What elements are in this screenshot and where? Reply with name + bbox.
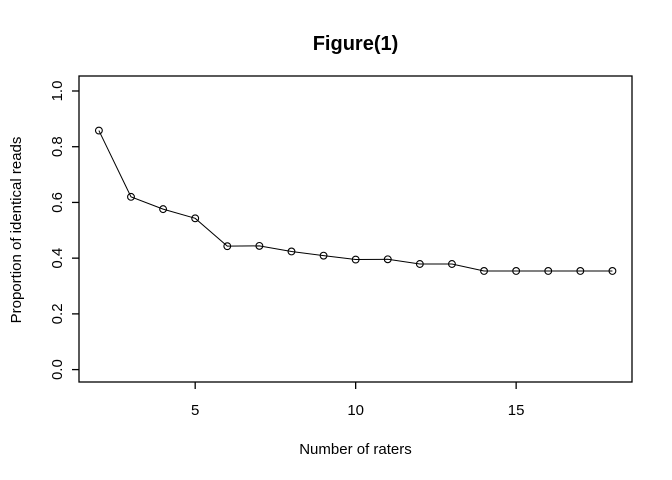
y-axis-tick-label: 0.8 — [49, 136, 66, 157]
data-point-marker — [255, 241, 264, 250]
data-point-marker — [223, 242, 232, 251]
data-point-marker — [159, 205, 168, 214]
data-point-marker — [415, 260, 424, 268]
y-axis-tick-label: 0.0 — [49, 359, 66, 380]
y-axis-tick-label: 0.6 — [49, 192, 66, 213]
x-axis-tick-label: 15 — [508, 402, 525, 419]
y-axis-tick-label: 1.0 — [49, 81, 66, 102]
data-point-marker — [576, 267, 585, 275]
y-axis-label: Proportion of identical reads — [8, 136, 25, 324]
data-point-marker — [447, 260, 456, 268]
data-point-marker — [191, 214, 200, 223]
data-point-marker — [512, 267, 521, 275]
y-axis-tick-label: 0.4 — [49, 248, 66, 269]
plot-frame — [78, 75, 633, 383]
data-point-marker — [94, 126, 103, 135]
y-axis-tick-label: 0.2 — [49, 303, 66, 324]
data-point-marker — [480, 267, 488, 275]
x-axis-tick-label: 5 — [191, 402, 199, 419]
data-point-marker — [544, 267, 553, 275]
x-axis-label: Number of raters — [299, 441, 412, 458]
data-point-marker — [351, 255, 360, 264]
data-point-marker — [319, 251, 328, 260]
data-line — [98, 130, 613, 272]
x-axis-tick-label: 10 — [347, 402, 364, 419]
chart-title: Figure(1) — [312, 33, 399, 55]
data-point-marker — [127, 192, 135, 201]
data-point-marker — [287, 247, 296, 256]
data-point-marker — [383, 255, 392, 264]
data-point-marker — [608, 267, 617, 275]
